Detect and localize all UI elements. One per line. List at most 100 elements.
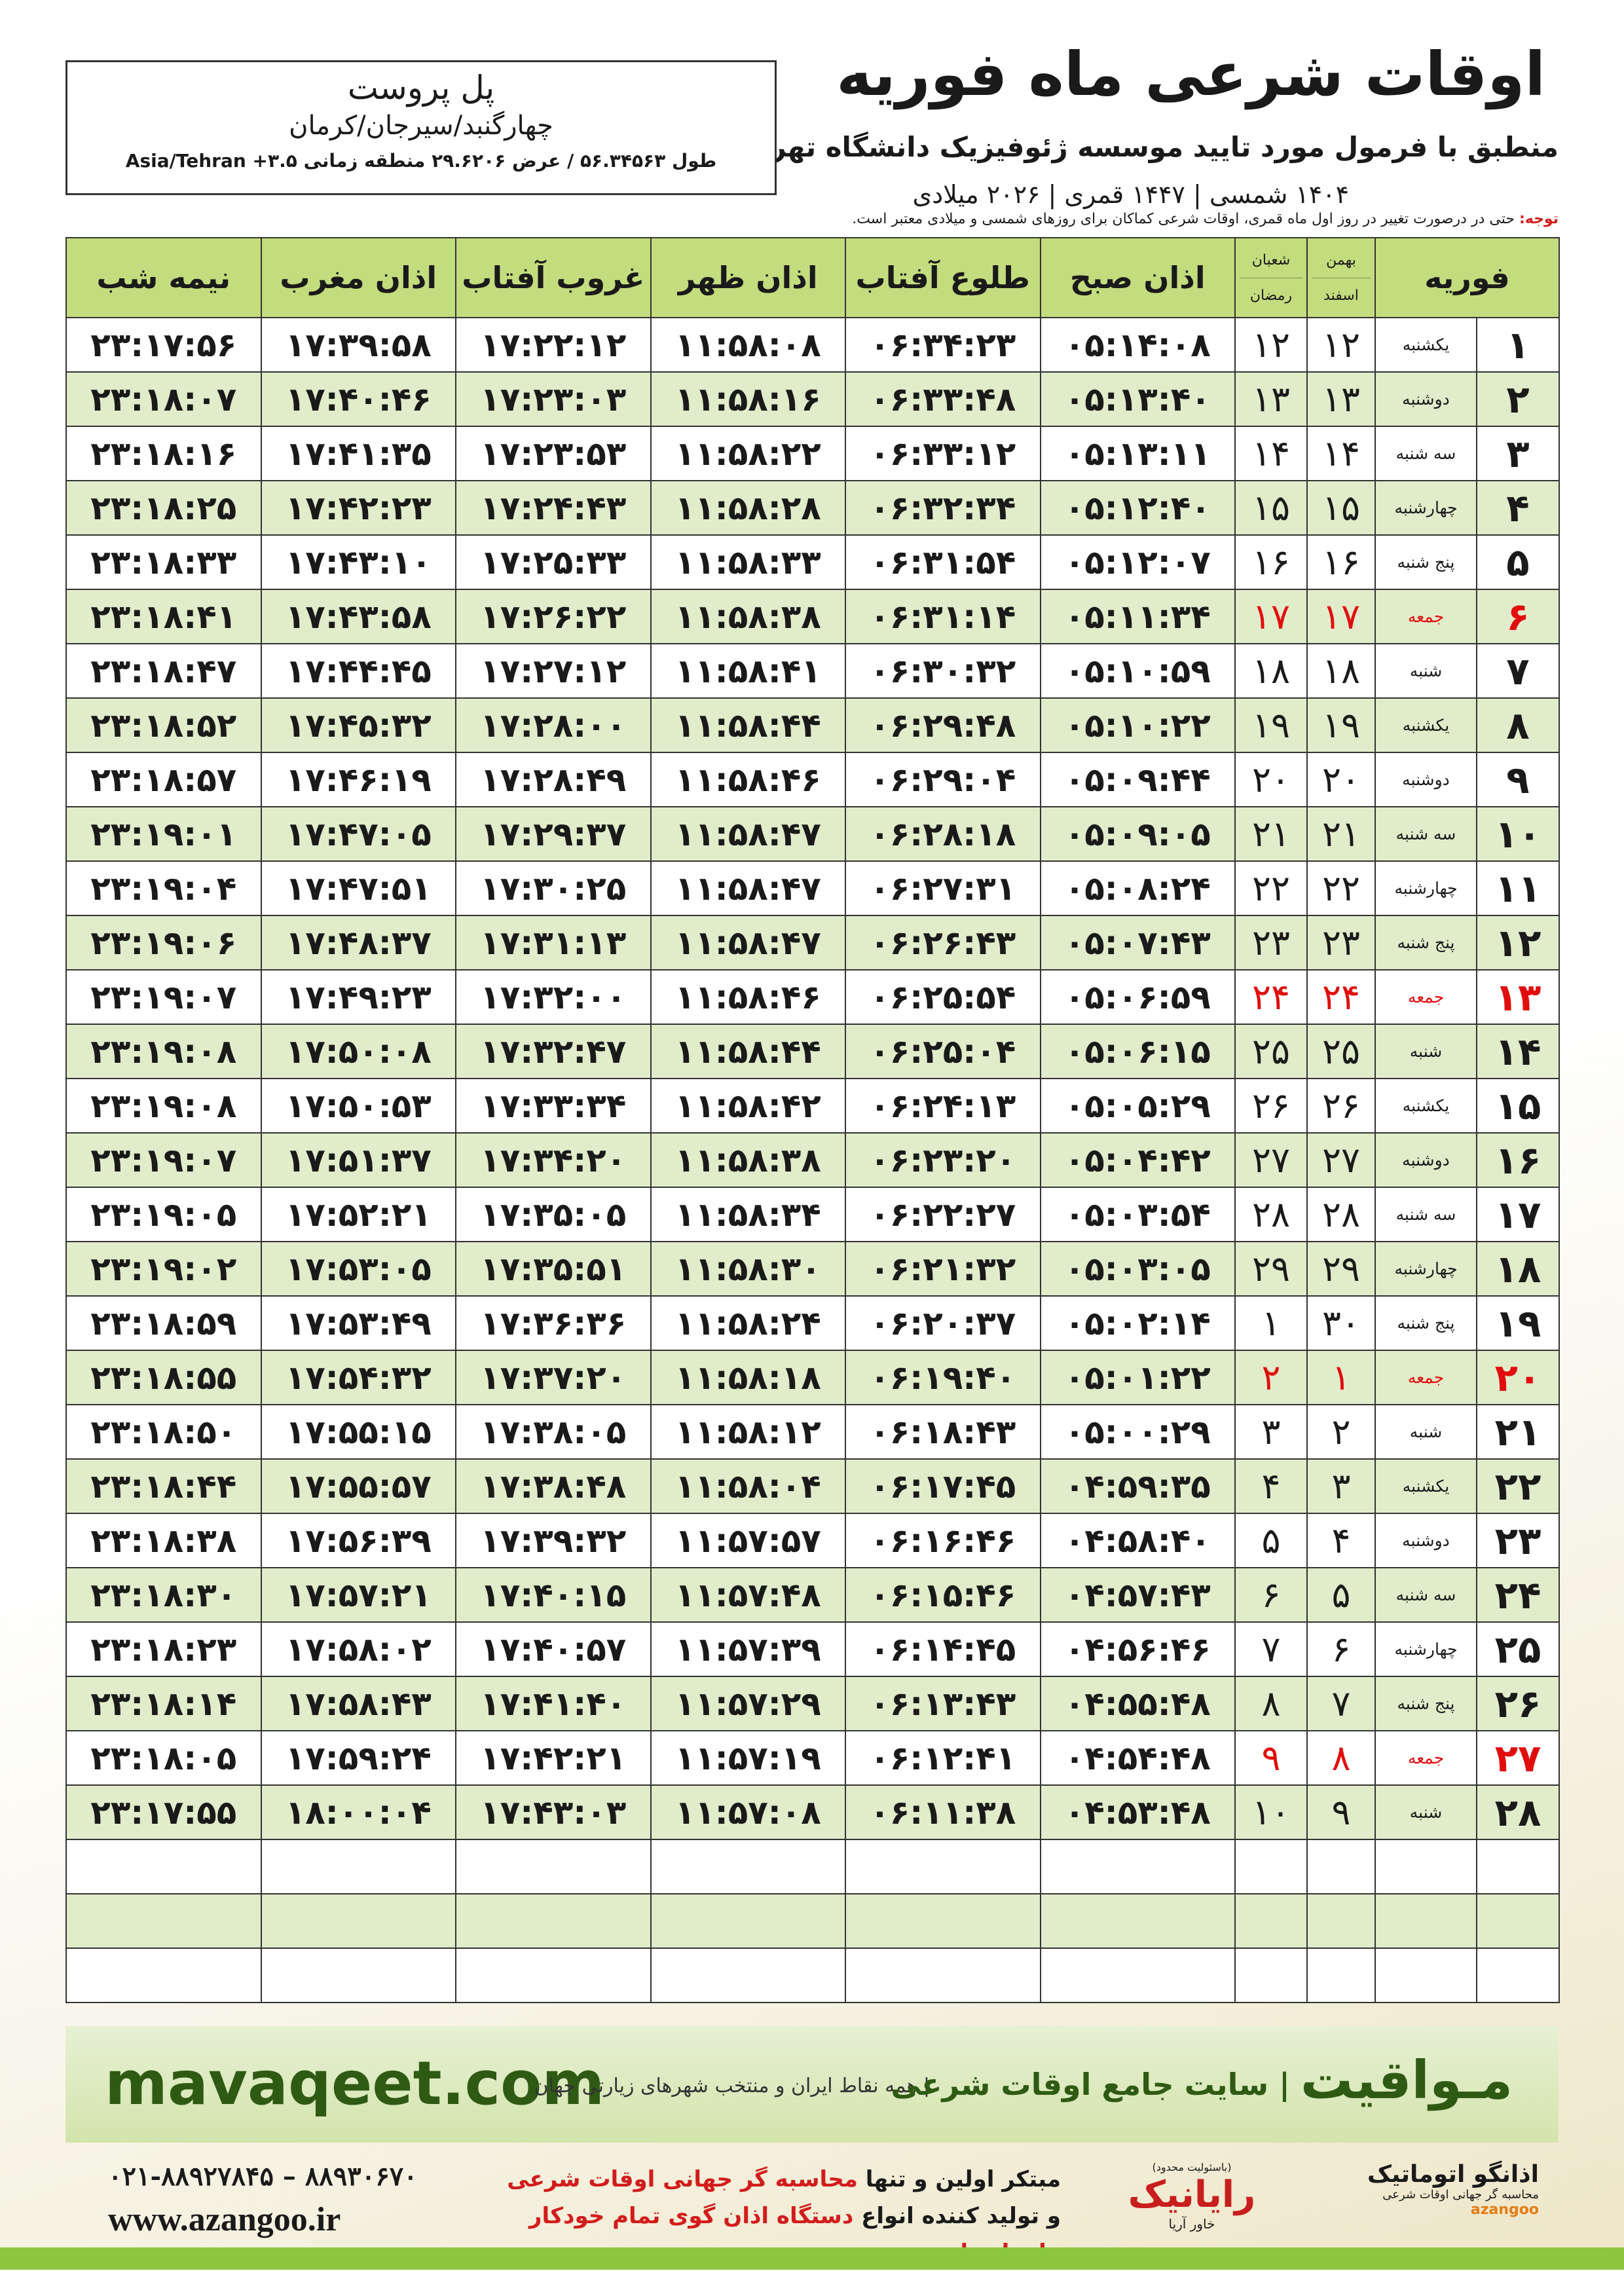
table-cell: ۰۶:۲۲:۲۷ xyxy=(845,1187,1041,1242)
table-cell: ۵ xyxy=(1476,534,1560,590)
table-cell: ۱۷:۴۹:۲۳ xyxy=(260,969,456,1025)
table-cell: ۰۴:۵۹:۳۵ xyxy=(1039,1458,1236,1514)
table-cell: ۲۷ xyxy=(1306,1132,1376,1188)
header-row: فوریه بهمن اسفند شعبان رمضان اذان صبح طلوع آفت… xyxy=(65,237,1560,318)
table-cell: ۱۷ xyxy=(1306,589,1376,644)
table-cell: ۰۴:۵۷:۴۳ xyxy=(1039,1567,1236,1623)
table-cell: ۰۶:۲۴:۱۳ xyxy=(845,1078,1041,1134)
table-cell: ۱۱:۵۸:۳۳ xyxy=(650,534,846,590)
table-cell: ۵ xyxy=(1234,1513,1308,1568)
table-cell: ۲۹ xyxy=(1234,1241,1308,1297)
empty-cell xyxy=(260,1948,456,2003)
table-cell: چهارشنبه xyxy=(1375,1621,1477,1677)
table-cell: جمعه xyxy=(1375,1350,1477,1405)
table-cell: ۲۳:۱۸:۳۰ xyxy=(65,1567,262,1623)
table-cell: ۲۱ xyxy=(1234,806,1308,862)
table-cell: ۲۶ xyxy=(1476,1676,1560,1731)
table-cell: ۱۱:۵۸:۴۶ xyxy=(650,969,846,1025)
table-cell: جمعه xyxy=(1375,589,1477,644)
table-cell: ۱۷:۴۰:۵۷ xyxy=(455,1621,652,1677)
table-cell: ۱۷:۵۸:۴۳ xyxy=(260,1676,456,1731)
table-cell: سه شنبه xyxy=(1375,1187,1477,1242)
table-cell: ۱۷:۴۳:۱۰ xyxy=(260,534,456,590)
column-header: بهمن اسفند xyxy=(1306,237,1376,318)
empty-cell xyxy=(1306,1893,1376,1949)
table-cell: ۱۴ xyxy=(1306,426,1376,481)
table-cell: ۱۷:۳۵:۵۱ xyxy=(455,1241,652,1297)
column-header: اذان صبح xyxy=(1039,237,1236,318)
table-row: ۹ دوشنبه ۲۰ ۲۰ ۰۵:۰۹:۴۴ ۰۶:۲۹:۰۴ ۱۱:۵۸:۴۶ ۱۷:۲۸… xyxy=(65,752,1560,807)
table-cell: ۱۹ xyxy=(1306,697,1376,753)
table-cell: ۱۷:۴۳:۵۸ xyxy=(260,589,456,644)
table-cell: ۰۵:۰۶:۵۹ xyxy=(1039,969,1236,1025)
table-cell: ۱۱:۵۸:۴۴ xyxy=(650,1024,846,1079)
table-cell: ۲۳ xyxy=(1234,915,1308,970)
table-cell: ۹ xyxy=(1306,1784,1376,1840)
empty-cell xyxy=(845,1839,1041,1894)
table-cell: یکشنبه xyxy=(1375,697,1477,753)
table-cell: ۲۱ xyxy=(1476,1404,1560,1460)
location-box: پل پروست چهارگنبد/سیرجان/کرمان طول ۵۶.۳۴… xyxy=(65,60,777,195)
table-cell: چهارشنبه xyxy=(1375,1241,1477,1297)
table-cell: ۱۳ xyxy=(1306,371,1376,427)
empty-cell xyxy=(455,1948,652,2003)
table-cell: ۱۲ xyxy=(1234,317,1308,373)
table-cell: سه شنبه xyxy=(1375,806,1477,862)
table-cell: ۲۳:۱۸:۴۱ xyxy=(65,589,262,644)
table-cell: ۲۵ xyxy=(1234,1024,1308,1079)
table-cell: ۱۱:۵۸:۱۸ xyxy=(650,1350,846,1405)
table-row: ۸ یکشنبه ۱۹ ۱۹ ۰۵:۱۰:۲۲ ۰۶:۲۹:۴۸ ۱۱:۵۸:۴۴ ۱۷:۲۸… xyxy=(65,697,1560,753)
table-cell: ۱۷:۴۰:۴۶ xyxy=(260,371,456,427)
table-cell: ۲۳ xyxy=(1476,1513,1560,1568)
table-cell: ۲۰ xyxy=(1234,752,1308,807)
table-cell: دوشنبه xyxy=(1375,371,1477,427)
table-cell: ۰۵:۰۱:۲۲ xyxy=(1039,1350,1236,1405)
table-cell: ۱۸:۰۰:۰۴ xyxy=(260,1784,456,1840)
table-cell: ۱۷:۳۰:۲۵ xyxy=(455,860,652,916)
table-cell: ۶ xyxy=(1476,589,1560,644)
table-cell: ۰۵:۱۳:۴۰ xyxy=(1039,371,1236,427)
table-cell: ۲۳:۱۸:۵۷ xyxy=(65,752,262,807)
table-cell: ۱۰ xyxy=(1234,1784,1308,1840)
table-cell: ۰۵:۰۶:۱۵ xyxy=(1039,1024,1236,1079)
website[interactable]: www.azangoo.ir xyxy=(108,2201,341,2238)
table-cell: ۱۱:۵۸:۱۶ xyxy=(650,371,846,427)
table-cell: ۶ xyxy=(1234,1567,1308,1623)
table-cell: ۱۴ xyxy=(1476,1024,1560,1079)
table-row: ۱۳ جمعه ۲۴ ۲۴ ۰۵:۰۶:۵۹ ۰۶:۲۵:۵۴ ۱۱:۵۸:۴۶ ۱۷:۳۲:… xyxy=(65,969,1560,1025)
table-cell: ۱۹ xyxy=(1234,697,1308,753)
table-cell: ۲۳:۱۹:۰۸ xyxy=(65,1024,262,1079)
company-sub: خاور آریا xyxy=(1168,2216,1215,2232)
empty-cell xyxy=(65,1839,262,1894)
empty-cell xyxy=(1306,1839,1376,1894)
table-cell: ۱۳ xyxy=(1234,371,1308,427)
table-cell: ۲۶ xyxy=(1234,1078,1308,1134)
table-cell: ۰۴:۵۳:۴۸ xyxy=(1039,1784,1236,1840)
company-name: رایانیک xyxy=(1128,2173,1256,2216)
table-cell: ۲۳:۱۸:۵۵ xyxy=(65,1350,262,1405)
table-cell: ۰۵:۰۴:۴۲ xyxy=(1039,1132,1236,1188)
table-cell: ۰۶:۱۷:۴۵ xyxy=(845,1458,1041,1514)
table-cell: ۰۶:۱۴:۴۵ xyxy=(845,1621,1041,1677)
table-cell: ۰۶:۳۳:۱۲ xyxy=(845,426,1041,481)
prayer-table: فوریه بهمن اسفند شعبان رمضان اذان صبح طلوع آفت… xyxy=(65,237,1560,2003)
table-cell: ۰۶:۱۵:۴۶ xyxy=(845,1567,1041,1623)
table-cell: دوشنبه xyxy=(1375,752,1477,807)
table-cell: ۲ xyxy=(1306,1404,1376,1460)
table-cell: ۰۶:۲۱:۳۲ xyxy=(845,1241,1041,1297)
table-row: ۱۹ پنج شنبه ۳۰ ۱ ۰۵:۰۲:۱۴ ۰۶:۲۰:۳۷ ۱۱:۵۸:۲۴ ۱۷:… xyxy=(65,1295,1560,1351)
table-cell: ۰۴:۵۵:۴۸ xyxy=(1039,1676,1236,1731)
table-cell: چهارشنبه xyxy=(1375,860,1477,916)
empty-cell xyxy=(845,1948,1041,2003)
empty-cell xyxy=(1476,1893,1560,1949)
table-cell: ۱۷:۵۰:۵۳ xyxy=(260,1078,456,1134)
table-cell: ۷ xyxy=(1476,643,1560,699)
empty-cell xyxy=(650,1893,846,1949)
table-cell: ۰۶:۱۳:۴۳ xyxy=(845,1676,1041,1731)
brand: مـواقیت xyxy=(1300,2050,1513,2111)
table-cell: جمعه xyxy=(1375,969,1477,1025)
table-cell: ۱۱:۵۷:۱۹ xyxy=(650,1730,846,1786)
table-cell: ۸ xyxy=(1306,1730,1376,1786)
table-cell: دوشنبه xyxy=(1375,1132,1477,1188)
table-cell: ۰۴:۵۸:۴۰ xyxy=(1039,1513,1236,1568)
